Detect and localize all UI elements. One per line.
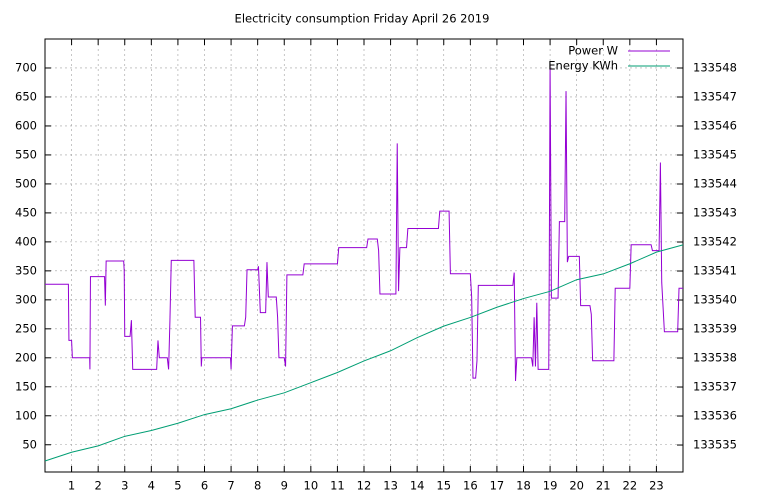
x-tick-label: 11	[330, 479, 345, 493]
x-tick-label: 22	[623, 479, 638, 493]
y-tick-label: 550	[15, 147, 37, 161]
y2-tick-label: 133541	[693, 264, 737, 278]
y-tick-label: 50	[22, 437, 37, 451]
y2-tick-label: 133535	[693, 438, 737, 452]
x-tick-label: 8	[254, 479, 261, 493]
x-tick-label: 2	[95, 479, 102, 493]
y2-tick-label: 133544	[693, 177, 737, 191]
x-tick-label: 21	[596, 479, 611, 493]
y-tick-label: 650	[15, 89, 37, 103]
y-tick-label: 150	[15, 379, 37, 393]
x-tick-label: 20	[569, 479, 584, 493]
y-tick-label: 600	[15, 118, 37, 132]
x-tick-label: 9	[281, 479, 288, 493]
x-tick-label: 12	[357, 479, 372, 493]
x-tick-label: 7	[227, 479, 234, 493]
x-tick-label: 14	[410, 479, 425, 493]
x-tick-label: 3	[121, 479, 128, 493]
x-tick-label: 17	[490, 479, 505, 493]
y-tick-label: 350	[15, 263, 37, 277]
y-tick-label: 200	[15, 350, 37, 364]
y-tick-label: 100	[15, 408, 37, 422]
y2-tick-label: 133540	[693, 293, 737, 307]
y2-tick-label: 133543	[693, 206, 737, 220]
chart-title: Electricity consumption Friday April 26 …	[235, 12, 490, 26]
y2-tick-label: 133546	[693, 119, 737, 133]
y-tick-label: 450	[15, 205, 37, 219]
x-tick-label: 4	[148, 479, 155, 493]
y2-tick-label: 133542	[693, 235, 737, 249]
y2-tick-label: 133538	[693, 351, 737, 365]
data-line	[45, 65, 683, 382]
y2-tick-label: 133537	[693, 380, 737, 394]
x-tick-label: 6	[201, 479, 208, 493]
y-tick-label: 250	[15, 321, 37, 335]
data-line	[44, 244, 684, 462]
y2-tick-label: 133547	[693, 90, 737, 104]
y2-tick-label: 133548	[693, 61, 737, 75]
x-tick-label: 5	[174, 479, 181, 493]
x-tick-label: 1	[68, 479, 75, 493]
y2-tick-label: 133536	[693, 409, 737, 423]
y-tick-label: 400	[15, 234, 37, 248]
y2-tick-label: 133545	[693, 148, 737, 162]
x-tick-label: 19	[543, 479, 558, 493]
legend-label: Power W	[568, 44, 618, 58]
x-tick-label: 18	[516, 479, 531, 493]
x-tick-label: 10	[304, 479, 319, 493]
y2-tick-label: 133539	[693, 322, 737, 336]
legend-label: Energy KWh	[548, 59, 618, 73]
y-tick-label: 500	[15, 176, 37, 190]
y-tick-label: 300	[15, 292, 37, 306]
x-tick-label: 23	[649, 479, 664, 493]
x-tick-label: 15	[436, 479, 451, 493]
x-tick-label: 16	[463, 479, 478, 493]
x-tick-label: 13	[383, 479, 398, 493]
y-tick-label: 700	[15, 60, 37, 74]
